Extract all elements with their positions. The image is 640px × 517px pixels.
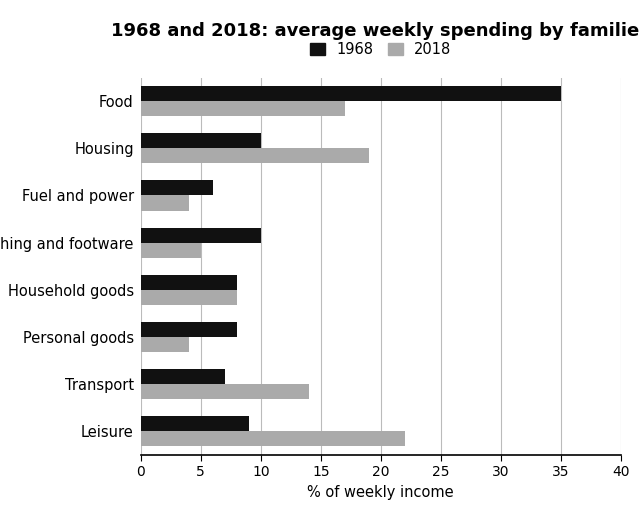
Bar	[141, 337, 189, 352]
Bar	[141, 242, 201, 258]
Bar	[141, 431, 405, 447]
Title: 1968 and 2018: average weekly spending by families: 1968 and 2018: average weekly spending b…	[111, 22, 640, 40]
Bar	[141, 290, 237, 305]
Bar	[141, 384, 309, 399]
Bar	[141, 101, 345, 116]
Bar	[141, 369, 225, 384]
Bar	[141, 322, 237, 337]
Bar	[141, 195, 189, 210]
Bar	[141, 416, 249, 431]
Bar	[141, 275, 237, 290]
Legend: 1968, 2018: 1968, 2018	[304, 36, 458, 63]
Bar	[141, 180, 212, 195]
X-axis label: % of weekly income: % of weekly income	[307, 485, 454, 500]
Bar	[141, 86, 561, 101]
Bar	[141, 148, 369, 163]
Bar	[141, 227, 261, 242]
Bar	[141, 133, 261, 148]
